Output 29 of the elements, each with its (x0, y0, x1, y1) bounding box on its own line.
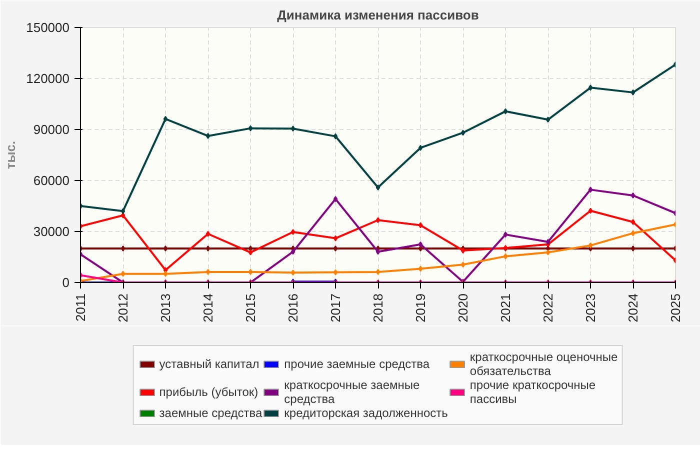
x-tick-label: 2019 (413, 294, 428, 322)
x-tick-label: 2015 (243, 294, 258, 322)
legend-label: прочие краткосрочные пассивы (470, 378, 596, 406)
x-tick-label: 2012 (116, 294, 130, 322)
legend-label: кредиторская задолженность (284, 406, 448, 420)
x-tick-label: 2024 (626, 294, 640, 322)
x-tick-label: 2017 (328, 294, 343, 322)
legend-label: заемные средства (159, 406, 262, 420)
x-tick-label: 2014 (200, 294, 216, 322)
legend-label: прибыль (убыток) (159, 385, 258, 399)
x-tick-label: 2025 (668, 294, 683, 322)
x-tick-label: 2023 (583, 294, 598, 322)
legend-label: уставный капитал (159, 357, 260, 371)
x-tick-label: 2021 (498, 294, 513, 322)
y-axis-title: тыс. (3, 140, 18, 170)
y-tick-label: 150000 (26, 20, 70, 35)
y-tick-label: 0 (62, 275, 70, 290)
legend-label: прочие заемные средства (284, 357, 430, 371)
x-tick-label: 2020 (456, 294, 470, 322)
y-tick-label: 120000 (26, 71, 70, 86)
x-tick-label: 2018 (370, 294, 386, 322)
x-tick-label: 2013 (158, 294, 173, 322)
y-tick-label: 30000 (33, 224, 70, 239)
x-tick-label: 2016 (286, 294, 300, 322)
y-tick-label: 60000 (33, 173, 70, 188)
chart-title: Динамика изменения пассивов (277, 8, 479, 22)
y-tick-label: 90000 (33, 122, 70, 137)
x-tick-label: 2011 (73, 293, 88, 322)
x-tick-label: 2022 (540, 294, 556, 322)
